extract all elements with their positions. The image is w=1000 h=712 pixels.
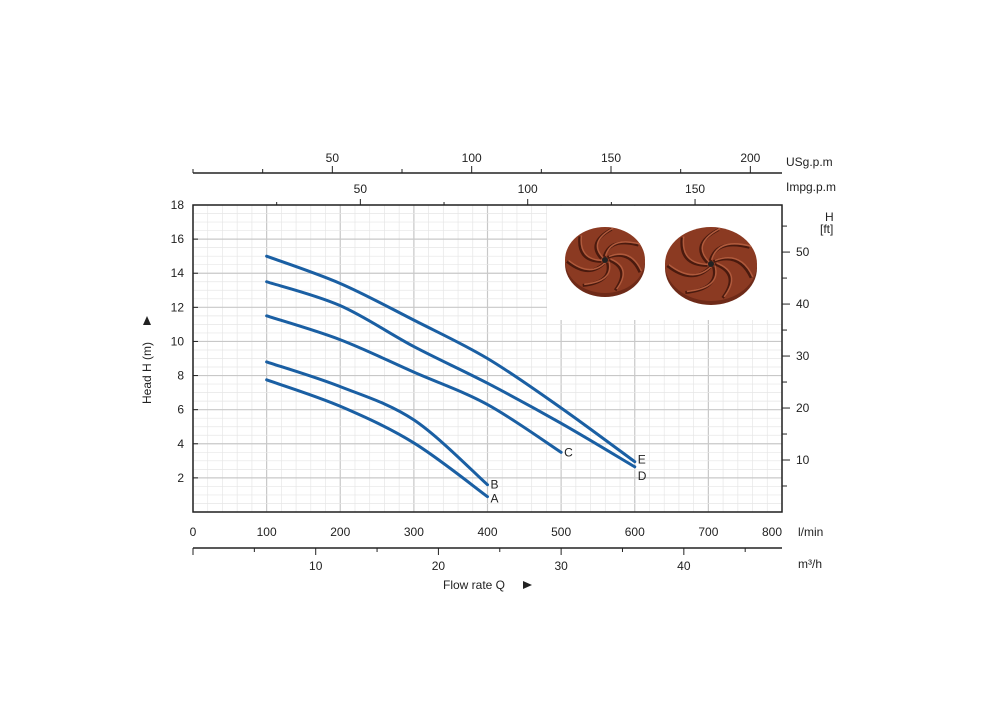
curve-label-e: E bbox=[638, 453, 646, 467]
impeller-vane bbox=[578, 236, 602, 263]
impeller-vane-highlight bbox=[610, 258, 624, 290]
impeller-vane-highlight bbox=[714, 257, 754, 278]
y-tick-label: 14 bbox=[171, 266, 185, 280]
usgpm-tick-label: 50 bbox=[326, 151, 340, 165]
impeller-open bbox=[665, 227, 757, 305]
curve-label-b: B bbox=[491, 478, 499, 492]
impeller-vane bbox=[608, 258, 624, 292]
x-axis-arrow-icon bbox=[523, 581, 532, 589]
impeller-vane-highlight bbox=[584, 261, 611, 286]
x-tick-label: 800 bbox=[762, 525, 782, 539]
usgpm-unit: USg.p.m bbox=[786, 155, 833, 169]
x-tick-label: 600 bbox=[625, 525, 645, 539]
impgpm-tick-label: 50 bbox=[354, 182, 368, 196]
right-tick-label: 10 bbox=[796, 453, 810, 467]
impeller-vane-highlight bbox=[668, 264, 713, 276]
curve-label-c: C bbox=[564, 445, 573, 459]
right-tick-label: 30 bbox=[796, 349, 810, 363]
curve-e bbox=[265, 254, 637, 464]
m3h-tick-label: 10 bbox=[309, 559, 323, 573]
impeller-vane-highlight bbox=[682, 236, 709, 266]
impeller-vane bbox=[714, 262, 732, 299]
impeller-hub bbox=[602, 257, 608, 263]
impeller-vane-highlight bbox=[716, 262, 733, 298]
impeller-vane-highlight bbox=[596, 227, 614, 259]
curve-label-a: A bbox=[491, 492, 499, 506]
x-tick-label: 300 bbox=[404, 525, 424, 539]
y-tick-label: 12 bbox=[171, 300, 185, 314]
plot-frame bbox=[192, 204, 783, 513]
impeller-photos bbox=[565, 227, 757, 305]
impeller-vane-highlight bbox=[701, 227, 721, 263]
impgpm-unit: Impg.p.m bbox=[786, 180, 836, 194]
usgpm-tick-label: 200 bbox=[740, 151, 760, 165]
impgpm-tick-label: 150 bbox=[685, 182, 705, 196]
m3h-unit: m³/h bbox=[798, 557, 822, 571]
x-tick-label: 700 bbox=[698, 525, 718, 539]
impeller-vane-highlight bbox=[710, 243, 752, 261]
y-tick-label: 18 bbox=[171, 198, 185, 212]
right-tick-label: 20 bbox=[796, 401, 810, 415]
m3h-tick-label: 40 bbox=[677, 559, 691, 573]
x-tick-label: 100 bbox=[257, 525, 277, 539]
usgpm-tick-label: 100 bbox=[462, 151, 482, 165]
m3h-tick-label: 20 bbox=[432, 559, 446, 573]
impeller-vane-highlight bbox=[580, 235, 603, 262]
curve-a bbox=[265, 378, 489, 499]
y-axis-title: Head H (m) bbox=[140, 342, 154, 404]
impgpm-tick-label: 100 bbox=[518, 182, 538, 196]
l-min-unit: l/min bbox=[798, 525, 823, 539]
right-axis-unit: [ft] bbox=[820, 222, 833, 236]
y-tick-label: 8 bbox=[177, 369, 184, 383]
x-tick-label: 400 bbox=[477, 525, 497, 539]
impeller-vane bbox=[680, 237, 708, 267]
y-tick-label: 6 bbox=[177, 403, 184, 417]
right-tick-label: 40 bbox=[796, 297, 810, 311]
right-axis-title: H bbox=[825, 210, 834, 224]
impeller-vane-highlight bbox=[604, 241, 641, 257]
curve-b bbox=[265, 360, 489, 487]
y-tick-label: 4 bbox=[177, 437, 184, 451]
x-tick-label: 500 bbox=[551, 525, 571, 539]
y-tick-label: 16 bbox=[171, 232, 185, 246]
right-tick-label: 50 bbox=[796, 245, 810, 259]
curve-label-d: D bbox=[638, 469, 647, 483]
curve-c bbox=[265, 314, 563, 454]
x-tick-label: 200 bbox=[330, 525, 350, 539]
curve-d bbox=[265, 280, 637, 469]
impeller-vane-highlight bbox=[686, 265, 717, 293]
x-tick-label: 0 bbox=[190, 525, 197, 539]
y-tick-label: 2 bbox=[177, 471, 184, 485]
impeller-hub bbox=[708, 261, 714, 267]
impeller-vane-highlight bbox=[608, 253, 643, 272]
y-axis-arrow-icon bbox=[143, 316, 151, 325]
y-tick-label: 10 bbox=[171, 334, 185, 348]
impeller-closed bbox=[565, 227, 645, 297]
m3h-tick-label: 30 bbox=[554, 559, 568, 573]
curves: AB C DE bbox=[265, 254, 647, 506]
x-axis-title: Flow rate Q bbox=[443, 578, 505, 592]
impeller-vane-highlight bbox=[568, 259, 607, 271]
usgpm-tick-label: 150 bbox=[601, 151, 621, 165]
